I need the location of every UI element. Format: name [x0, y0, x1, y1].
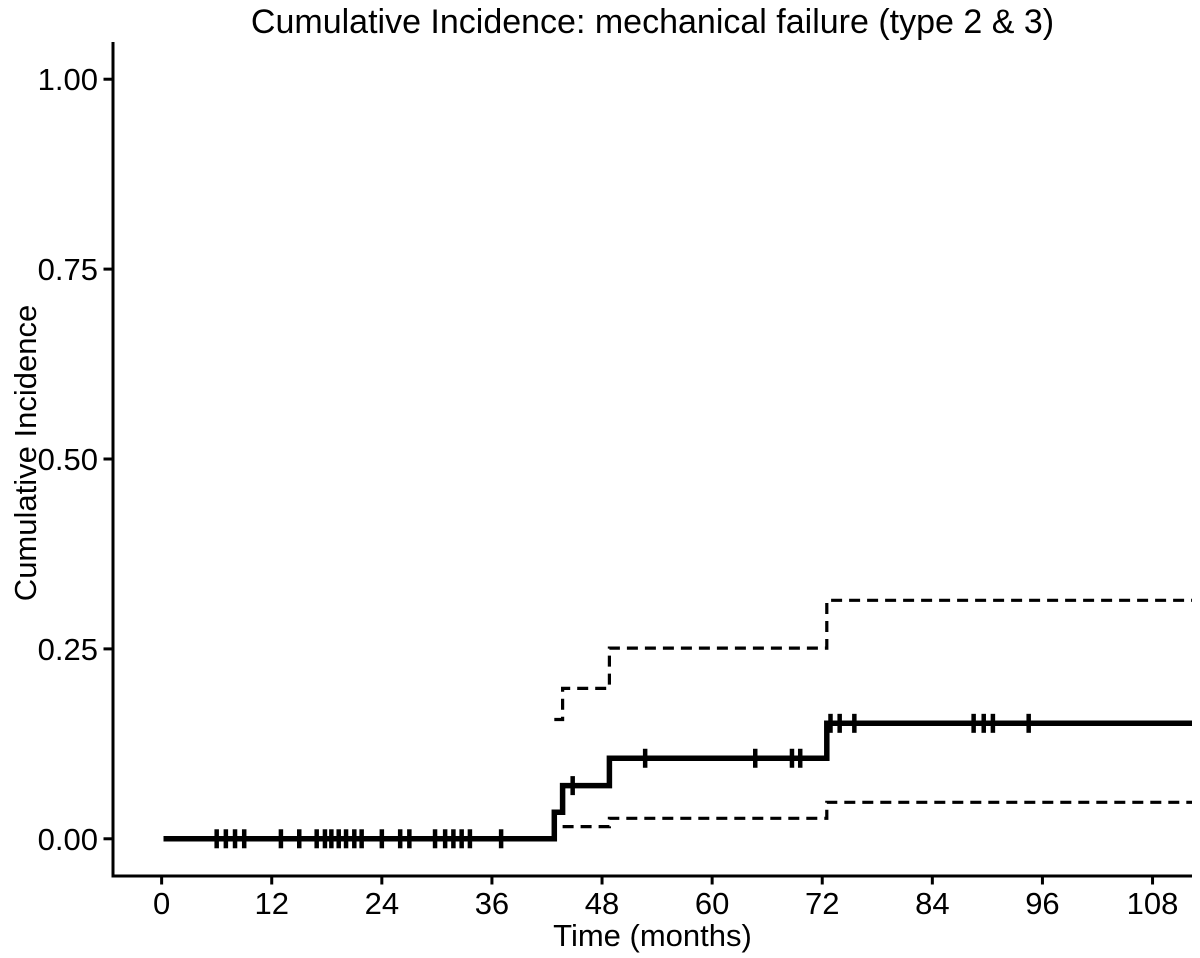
y-tick-label: 0.50	[38, 442, 98, 477]
x-tick-label: 0	[153, 886, 170, 921]
x-tick-label: 60	[695, 886, 729, 921]
x-tick-label: 24	[365, 886, 399, 921]
cumulative-incidence-estimate-line	[163, 720, 1192, 842]
y-tick-label: 0.00	[38, 822, 98, 857]
lower-95ci-band-line	[562, 800, 1192, 829]
chart-title: Cumulative Incidence: mechanical failure…	[250, 3, 1055, 41]
y-tick-label: 1.00	[38, 62, 98, 97]
y-tick-label: 0.25	[38, 632, 98, 667]
x-tick-label: 12	[254, 886, 288, 921]
upper-95ci-band-line	[554, 598, 1192, 722]
x-tick-label: 96	[1025, 886, 1059, 921]
x-tick-label: 36	[475, 886, 509, 921]
y-tick-label: 0.75	[38, 252, 98, 287]
x-tick-label: 108	[1127, 886, 1179, 921]
x-tick-label: 72	[805, 886, 839, 921]
x-axis-title: Time (months)	[553, 918, 752, 953]
x-tick-label: 84	[915, 886, 949, 921]
x-tick-label: 48	[585, 886, 619, 921]
